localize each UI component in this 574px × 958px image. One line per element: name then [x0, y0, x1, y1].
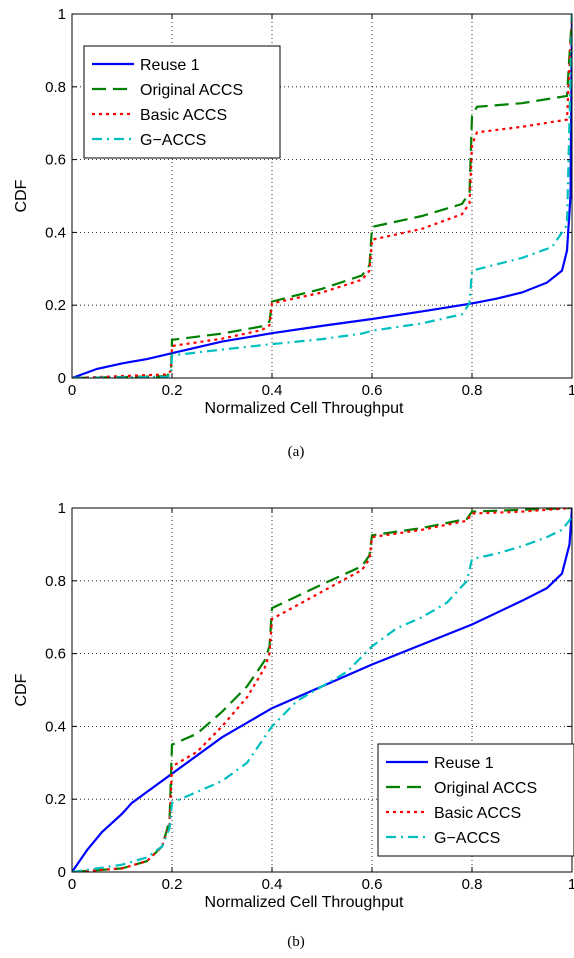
y-tick-label: 1 [58, 6, 66, 23]
x-tick-label: 0.8 [462, 876, 483, 893]
legend-label-1: Original ACCS [140, 82, 243, 99]
series-line-2 [72, 14, 572, 378]
x-tick-label: 0.4 [262, 876, 283, 893]
y-tick-label: 0.8 [45, 79, 66, 96]
legend-label-2: Basic ACCS [140, 107, 227, 124]
legend-label-3: G−ACCS [434, 830, 500, 847]
legend-label-3: G−ACCS [140, 132, 206, 149]
series-line-0 [72, 14, 572, 378]
legend-label-0: Reuse 1 [140, 57, 200, 74]
caption-a: (a) [288, 444, 305, 460]
legend-label-0: Reuse 1 [434, 755, 494, 772]
series-line-1 [72, 14, 572, 378]
y-tick-label: 0.6 [45, 646, 66, 663]
chart-panel-a: 0 0.2 0.4 0.6 0.8 1 0 0.2 0.4 0.6 0.8 1 Normalized C… [13, 6, 574, 417]
x-axis-label: Normalized Cell Throughput [205, 400, 404, 417]
y-tick-label: 0.2 [45, 791, 66, 808]
y-tick-label: 0 [58, 864, 66, 881]
x-tick-label: 0.6 [362, 382, 383, 399]
series-line-2 [72, 508, 572, 872]
x-tick-label: 0.6 [362, 876, 383, 893]
legend-label-1: Original ACCS [434, 780, 537, 797]
series-line-0 [72, 508, 572, 872]
y-tick-label: 0.8 [45, 573, 66, 590]
chart-panel-b: 0 0.2 0.4 0.6 0.8 1 0 0.2 0.4 0.6 0.8 1 Normalized C… [13, 500, 574, 911]
legend: Reuse 1 Original ACCS Basic ACCS G−ACCS [83, 45, 281, 159]
x-tick-label: 0.4 [262, 382, 283, 399]
x-tick-label: 0.8 [462, 382, 483, 399]
plot-frame [71, 13, 573, 379]
y-tick-label: 1 [58, 500, 66, 517]
y-tick-label: 0.4 [45, 224, 66, 241]
plot-frame [71, 507, 573, 873]
x-tick-label: 1 [568, 382, 574, 399]
legend-label-2: Basic ACCS [434, 805, 521, 822]
series-line-3 [72, 516, 572, 872]
x-tick-label: 0 [68, 382, 76, 399]
y-tick-label: 0.4 [45, 718, 66, 735]
y-axis-label: CDF [13, 673, 30, 706]
y-axis-label: CDF [13, 179, 30, 212]
y-tick-label: 0.2 [45, 297, 66, 314]
y-tick-label: 0 [58, 370, 66, 387]
x-tick-label: 1 [568, 876, 574, 893]
legend: Reuse 1 Original ACCS Basic ACCS G−ACCS [377, 743, 574, 857]
caption-b: (b) [287, 934, 305, 950]
x-tick-label: 0 [68, 876, 76, 893]
y-tick-label: 0.6 [45, 152, 66, 169]
x-tick-label: 0.2 [162, 382, 183, 399]
x-tick-label: 0.2 [162, 876, 183, 893]
series-line-3 [72, 14, 572, 378]
x-axis-label: Normalized Cell Throughput [205, 894, 404, 911]
